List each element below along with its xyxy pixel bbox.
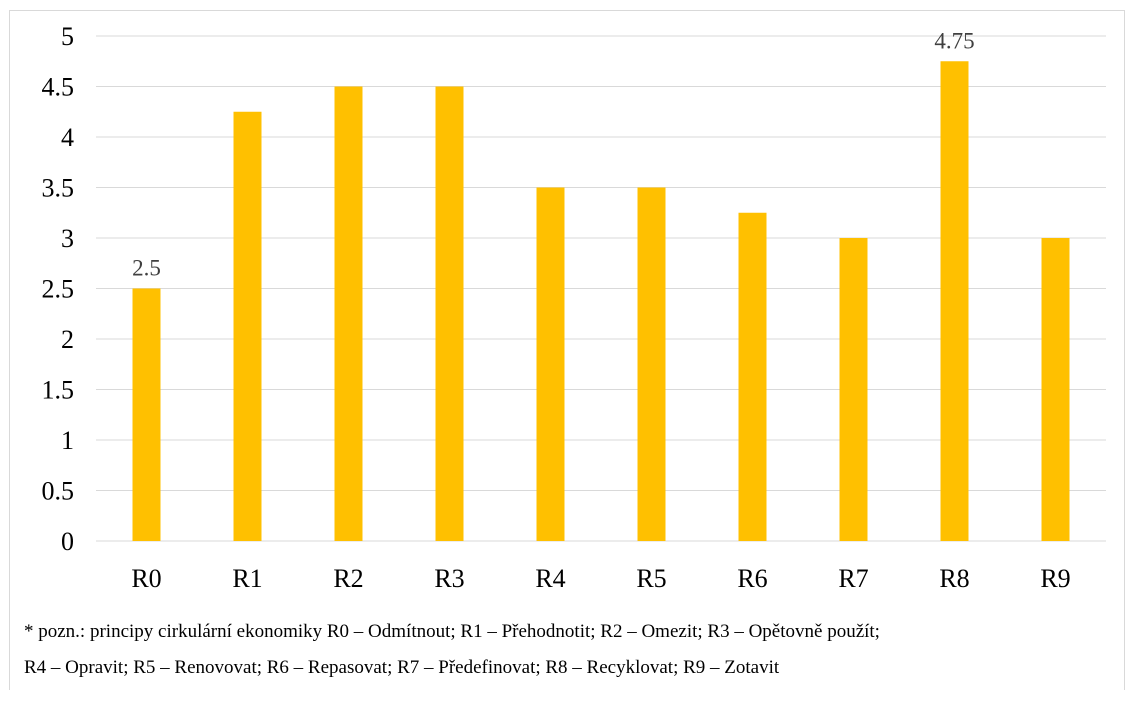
y-tick-label: 0.5 [42,477,75,506]
y-tick-label: 3 [61,224,74,253]
y-tick-label: 5 [61,22,74,51]
bars [132,61,1070,541]
data-labels: 2.5 4.75 [132,28,975,280]
data-label-r0: 2.5 [132,256,161,281]
y-tick-label: 4.5 [42,73,75,102]
y-tick-label: 0 [61,527,74,556]
x-tick-label: R5 [636,564,666,593]
x-tick-label: R3 [434,564,464,593]
y-tick-label: 4 [61,123,74,152]
bar-r2 [334,86,363,541]
bar-r7 [839,238,868,541]
footnote-line-1: * pozn.: principy cirkulární ekonomiky R… [24,621,880,642]
x-tick-label: R8 [939,564,969,593]
x-tick-label: R9 [1040,564,1070,593]
bar-r4 [536,187,565,541]
y-tick-label: 1.5 [42,376,75,405]
x-axis-tick-labels: R0 R1 R2 R3 R4 R5 R6 R7 R8 R9 [131,564,1070,593]
bar-r0 [132,288,161,541]
bar-chart: 0 0.5 1 1.5 2 2.5 3 3.5 4 4.5 5 R0 R1 R2 R3 R4 R5 R6 R7 R8… [42,22,1106,593]
y-axis-tick-labels: 0 0.5 1 1.5 2 2.5 3 3.5 4 4.5 5 [42,22,75,556]
bar-r5 [637,187,666,541]
footnote-line-2: R4 – Opravit; R5 – Renovovat; R6 – Repas… [24,657,780,678]
bar-r3 [435,86,464,541]
bar-r9 [1041,238,1070,541]
x-tick-label: R7 [838,564,868,593]
x-tick-label: R2 [333,564,363,593]
chart-frame [9,10,1125,690]
x-tick-label: R1 [232,564,262,593]
bar-r8 [940,61,969,541]
y-tick-label: 3.5 [42,174,75,203]
y-tick-label: 2 [61,325,74,354]
x-tick-label: R4 [535,564,565,593]
bar-r6 [738,212,767,541]
x-tick-label: R6 [737,564,767,593]
y-tick-label: 2.5 [42,275,75,304]
gridlines [96,35,1106,542]
data-label-r8: 4.75 [934,28,974,53]
x-tick-label: R0 [131,564,161,593]
footnote: * pozn.: principy cirkulární ekonomiky R… [24,614,1119,686]
y-tick-label: 1 [61,426,74,455]
bar-r1 [233,111,262,541]
